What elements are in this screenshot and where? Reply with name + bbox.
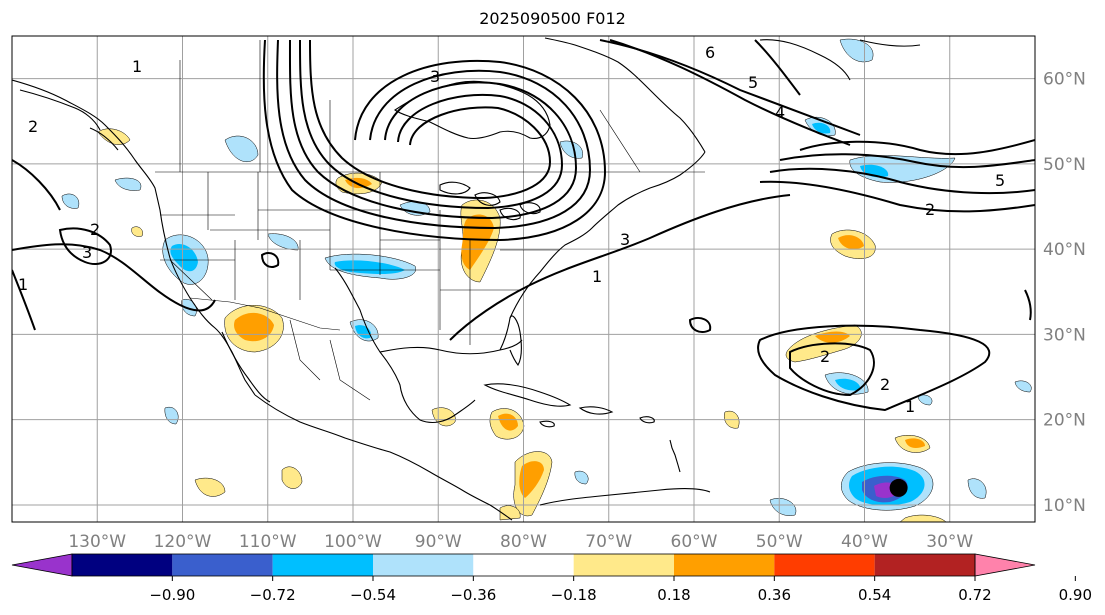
colorbar-box [874, 554, 975, 576]
colorbar-frame [71, 553, 976, 577]
map-frame [11, 35, 1036, 523]
map-title: 2025090500 F012 [479, 9, 626, 28]
lon-tick-label: 120°W [154, 532, 212, 552]
longitude-labels: 130°W 120°W 110°W 100°W 90°W 80°W 70°W 60°W 50°W… [68, 532, 973, 552]
lat-tick-label: 60°N [1043, 70, 1086, 90]
colorbar-box [774, 554, 875, 576]
colorbar-tick-label: −0.72 [250, 586, 296, 604]
contour-label: 2 [820, 347, 830, 366]
colorbar-extend-high [974, 553, 1036, 577]
contour-label: 6 [705, 43, 715, 62]
lon-tick-label: 50°W [756, 532, 803, 552]
contour-label: 1 [592, 267, 602, 286]
colorbar-box [674, 554, 775, 576]
colorbar: −0.90 −0.72 −0.54 −0.36 −0.18 0.18 0.36 0.54 0.7… [11, 553, 1092, 604]
lon-tick-label: 90°W [415, 532, 462, 552]
contour-label: 2 [90, 220, 100, 239]
lat-tick-label: 10°N [1043, 496, 1086, 516]
colorbar-tick-label: 0.36 [758, 586, 791, 604]
lat-tick-label: 40°N [1043, 240, 1086, 260]
contour-label: 5 [748, 73, 758, 92]
colorbar-box [172, 554, 273, 576]
contour-label: 2 [28, 117, 38, 136]
colorbar-extend-low [11, 553, 73, 577]
contour-label: 4 [775, 103, 785, 122]
coastlines [12, 37, 921, 521]
colorbar-tick-label: 0.90 [1059, 586, 1092, 604]
lon-tick-label: 40°W [841, 532, 888, 552]
shaded-anomaly-field [61, 38, 1032, 522]
lat-tick-label: 20°N [1043, 411, 1086, 431]
latitude-labels: 60°N 50°N 40°N 30°N 20°N 10°N [1043, 70, 1086, 516]
colorbar-box [373, 554, 474, 576]
lon-tick-label: 70°W [585, 532, 632, 552]
contour-label: 5 [995, 171, 1005, 190]
contour-label: 3 [620, 230, 630, 249]
graticule [12, 36, 1035, 522]
contour-label: 1 [132, 57, 142, 76]
colorbar-box [72, 554, 173, 576]
contour-label: 2 [880, 375, 890, 394]
colorbar-tick-label: 0.72 [958, 586, 991, 604]
colorbar-tick-label: −0.54 [350, 586, 396, 604]
lat-tick-label: 50°N [1043, 155, 1086, 175]
lon-tick-label: 30°W [926, 532, 973, 552]
lat-tick-label: 30°N [1043, 325, 1086, 345]
contour-label: 1 [905, 397, 915, 416]
contour-label: 1 [18, 275, 28, 294]
colorbar-tick-label: −0.90 [149, 586, 195, 604]
colorbar-tick-label: 0.18 [657, 586, 690, 604]
contour-label: 3 [82, 243, 92, 262]
lon-tick-label: 100°W [324, 532, 382, 552]
contour-label: 3 [430, 67, 440, 86]
colorbar-tick-label: −0.36 [450, 586, 496, 604]
storm-center-marker [889, 478, 908, 497]
colorbar-box [272, 554, 373, 576]
colorbar-tick-label: −0.18 [551, 586, 597, 604]
lon-tick-label: 80°W [500, 532, 547, 552]
lon-tick-label: 60°W [671, 532, 718, 552]
lon-tick-label: 130°W [68, 532, 126, 552]
contour-labels: 1 2 3 6 5 4 2 5 3 1 2 3 2 1 1 2 [18, 43, 1005, 416]
colorbar-tick-label: 0.54 [858, 586, 891, 604]
lon-tick-label: 110°W [239, 532, 297, 552]
contour-lines [12, 39, 1035, 412]
contour-label: 2 [925, 200, 935, 219]
colorbar-box [473, 554, 574, 576]
colorbar-box [573, 554, 674, 576]
